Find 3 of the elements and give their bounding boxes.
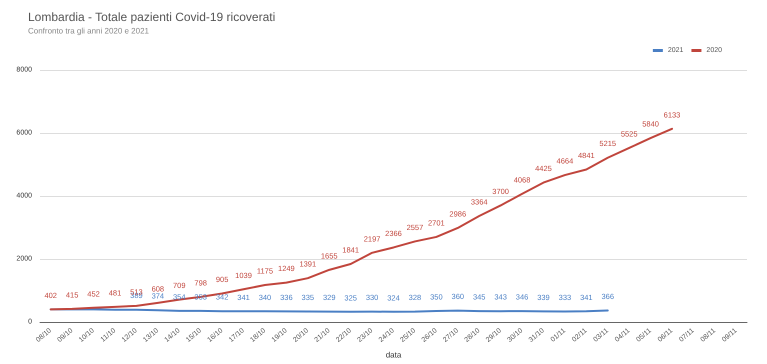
chart-title: Lombardia - Totale pazienti Covid-19 ricoverati <box>28 10 276 24</box>
x-axis-title: data <box>386 350 402 360</box>
chart-subtitle: Confronto tra gli anni 2020 e 2021 <box>28 26 150 36</box>
